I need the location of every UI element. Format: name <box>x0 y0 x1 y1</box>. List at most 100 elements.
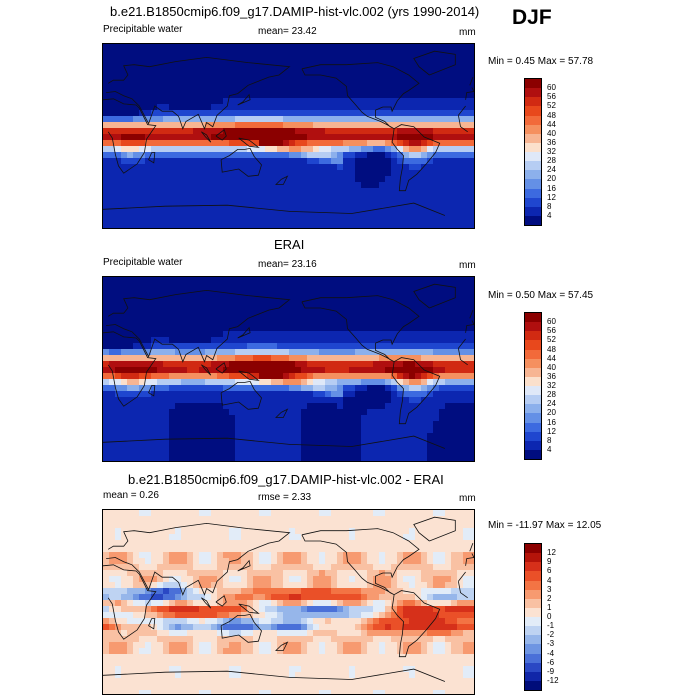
panel-1-colorbar: 60 56 52 48 44 40 36 32 28 24 20 16 12 8 4 <box>524 78 556 226</box>
colorbar-tick-label: 1 <box>547 602 552 612</box>
colorbar-cell <box>525 88 541 98</box>
colorbar-cell <box>525 340 541 350</box>
colorbar-cell <box>525 97 541 107</box>
colorbar-cell <box>525 653 541 663</box>
field-grid <box>103 510 474 694</box>
colorbar-tick-label: 0 <box>547 612 552 621</box>
coastlines <box>103 516 474 682</box>
colorbar-cell <box>525 376 541 386</box>
colorbar-cell <box>525 188 541 198</box>
colorbar-cell <box>525 133 541 143</box>
colorbar-cell <box>525 553 541 563</box>
colorbar-cell <box>525 197 541 207</box>
colorbar-cell <box>525 449 541 459</box>
panel-2-unit-label: mm <box>459 260 476 271</box>
colorbar-cell <box>525 152 541 162</box>
colorbar-tick-label: -4 <box>547 648 555 658</box>
panel-1-unit-label: mm <box>459 27 476 38</box>
colorbar-tick-label: -2 <box>547 630 555 640</box>
colorbar-tick-label: 60 <box>547 83 556 93</box>
colorbar-tick-label: 52 <box>547 335 556 345</box>
colorbar-cell <box>525 617 541 627</box>
colorbar-cell <box>525 644 541 654</box>
colorbar-tick-label: 16 <box>547 417 556 427</box>
colorbar-cell <box>525 142 541 152</box>
colorbar-tick-label: 48 <box>547 344 556 354</box>
panel-2-colorbar: 60 56 52 48 44 40 36 32 28 24 20 16 12 8 4 <box>524 312 556 460</box>
colorbar-cell <box>525 440 541 450</box>
colorbar-tick-label: 36 <box>547 137 556 147</box>
panel-2-mean-label: mean= 23.16 <box>258 259 317 270</box>
colorbar-tick-label: 4 <box>547 575 552 585</box>
colorbar-tick-label: -6 <box>547 657 555 667</box>
panel-3-minmax: Min = -11.97 Max = 12.05 <box>488 520 602 531</box>
season-label: DJF <box>512 6 552 29</box>
colorbar-cell <box>525 635 541 645</box>
colorbar-cell <box>525 179 541 189</box>
colorbar-cell <box>525 562 541 572</box>
colorbar-cell <box>525 404 541 414</box>
panel-3-title: b.e21.B1850cmip6.f09_g17.DAMIP-hist-vlc.… <box>128 472 444 487</box>
panel-1-map <box>102 43 475 229</box>
panel-3-map <box>102 509 475 695</box>
colorbar-tick-label: 6 <box>547 566 552 576</box>
colorbar-tick-label: 52 <box>547 101 556 111</box>
colorbar-cell <box>525 431 541 441</box>
colorbar-cell <box>525 313 541 323</box>
colorbar-tick-label: 8 <box>547 435 552 445</box>
colorbar-tick-label: 9 <box>547 557 552 567</box>
colorbar-tick-label: 16 <box>547 183 556 193</box>
field-grid <box>103 277 474 461</box>
panel-3-unit-label: mm <box>459 493 476 504</box>
colorbar-cell <box>525 358 541 368</box>
colorbar-tick-label: -3 <box>547 639 555 649</box>
colorbar-cell <box>525 367 541 377</box>
colorbar-cell <box>525 626 541 636</box>
colorbar-cell <box>525 671 541 681</box>
coastlines <box>103 283 474 449</box>
colorbar-tick-label: 28 <box>547 390 556 400</box>
panel-1-title: b.e21.B1850cmip6.f09_g17.DAMIP-hist-vlc.… <box>110 4 480 19</box>
panel-1-variable-label: Precipitable water <box>103 24 183 35</box>
colorbar-cell <box>525 106 541 116</box>
colorbar-tick-label: 40 <box>547 128 556 138</box>
colorbar-cell <box>525 349 541 359</box>
panel-2-map-svg <box>103 277 474 461</box>
colorbar-tick-label: 56 <box>547 92 556 102</box>
colorbar-cell <box>525 571 541 581</box>
colorbar-tick-label: 24 <box>547 165 556 175</box>
colorbar-tick-label: 56 <box>547 326 556 336</box>
colorbar-cell <box>525 331 541 341</box>
colorbar-tick-label: -12 <box>547 675 559 685</box>
colorbar-cell <box>525 422 541 432</box>
colorbar-cell <box>525 395 541 405</box>
colorbar-tick-label: 40 <box>547 362 556 372</box>
colorbar-cell <box>525 680 541 690</box>
colorbar-tick-label: -1 <box>547 621 555 631</box>
colorbar-cell <box>525 215 541 225</box>
colorbar-tick-label: 3 <box>547 584 552 594</box>
colorbar-tick-label: 48 <box>547 110 556 120</box>
colorbar-cell <box>525 170 541 180</box>
panel-2-map <box>102 276 475 462</box>
colorbar-tick-label: 20 <box>547 408 556 418</box>
colorbar-cell <box>525 413 541 423</box>
colorbar-tick-label: 32 <box>547 381 556 390</box>
panel-1-map-svg <box>103 44 474 228</box>
colorbar-tick-label: 2 <box>547 593 552 603</box>
panel-2-minmax: Min = 0.50 Max = 57.45 <box>488 290 594 301</box>
colorbar-cell <box>525 206 541 216</box>
colorbar-cell <box>525 607 541 617</box>
colorbar-tick-label: 60 <box>547 317 556 327</box>
colorbar-tick-label: 4 <box>547 210 552 220</box>
panel-3-mean-label: mean = 0.26 <box>103 490 159 501</box>
colorbar-tick-label: 44 <box>547 353 556 363</box>
colorbar-tick-label: 24 <box>547 399 556 409</box>
panel-1-mean-label: mean= 23.42 <box>258 26 317 37</box>
colorbar-tick-label: 36 <box>547 371 556 381</box>
panel-2-variable-label: Precipitable water <box>103 257 183 268</box>
colorbar-tick-label: 12 <box>547 192 556 202</box>
colorbar-cell <box>525 386 541 396</box>
colorbar-tick-label: 44 <box>547 119 556 129</box>
panel-3-colorbar: 12 9 6 4 3 2 1 0 -1 -2 -3 -4 -6 -9 -12 <box>524 543 559 691</box>
